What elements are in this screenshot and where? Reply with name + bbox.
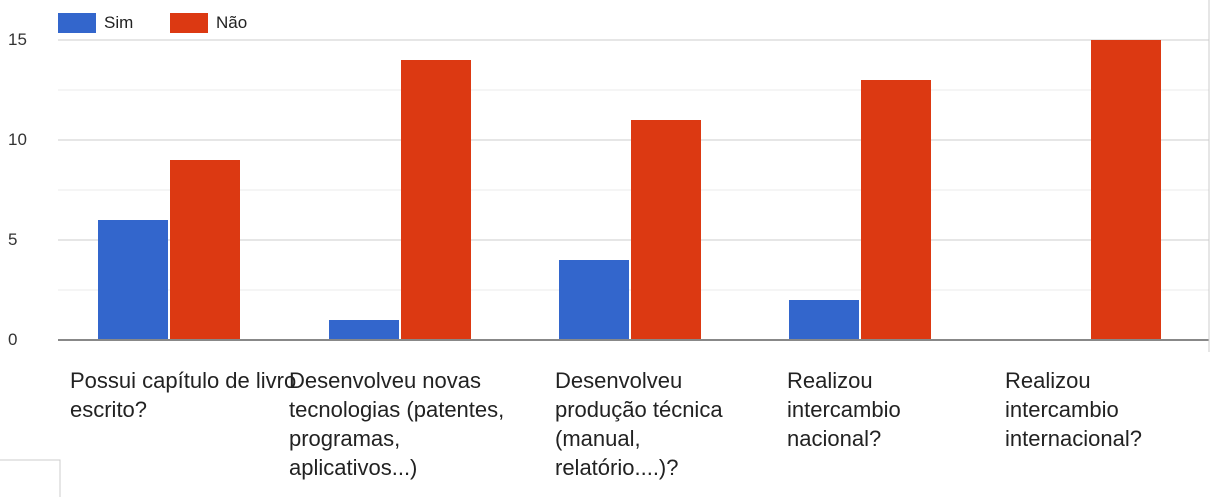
corner-frame	[0, 459, 61, 497]
bar-no-0	[170, 160, 240, 340]
bars	[98, 40, 1161, 340]
y-tick-label: 10	[8, 130, 27, 149]
bar-sim-3	[789, 300, 859, 340]
legend-label-sim: Sim	[104, 13, 134, 32]
y-tick-label: 5	[8, 230, 18, 249]
category-label: Desenvolveu novas tecnologias (patentes,…	[289, 368, 505, 480]
legend-label-nao: Não	[216, 13, 248, 32]
bar-no-2	[631, 120, 701, 340]
bar-no-3	[861, 80, 931, 340]
legend-item-sim: Sim	[58, 12, 133, 34]
category-label: Desenvolveu produção técnica (manual, re…	[555, 368, 723, 480]
y-tick-label: 0	[8, 330, 18, 349]
bar-no-4	[1091, 40, 1161, 340]
bar-no-1	[401, 60, 471, 340]
legend-swatch-sim	[58, 13, 96, 33]
y-tick-label: 15	[8, 30, 27, 49]
legend-swatch-nao	[170, 13, 208, 33]
category-label: Realizou intercambio nacional?	[787, 368, 901, 451]
legend-item-nao: Não	[170, 12, 247, 34]
category-label: Possui capítulo de livro escrito?	[70, 368, 297, 422]
bar-sim-0	[98, 220, 168, 340]
category-label: Realizou intercambio internacional?	[1005, 368, 1142, 451]
bar-sim-2	[559, 260, 629, 340]
bar-sim-1	[329, 320, 399, 340]
